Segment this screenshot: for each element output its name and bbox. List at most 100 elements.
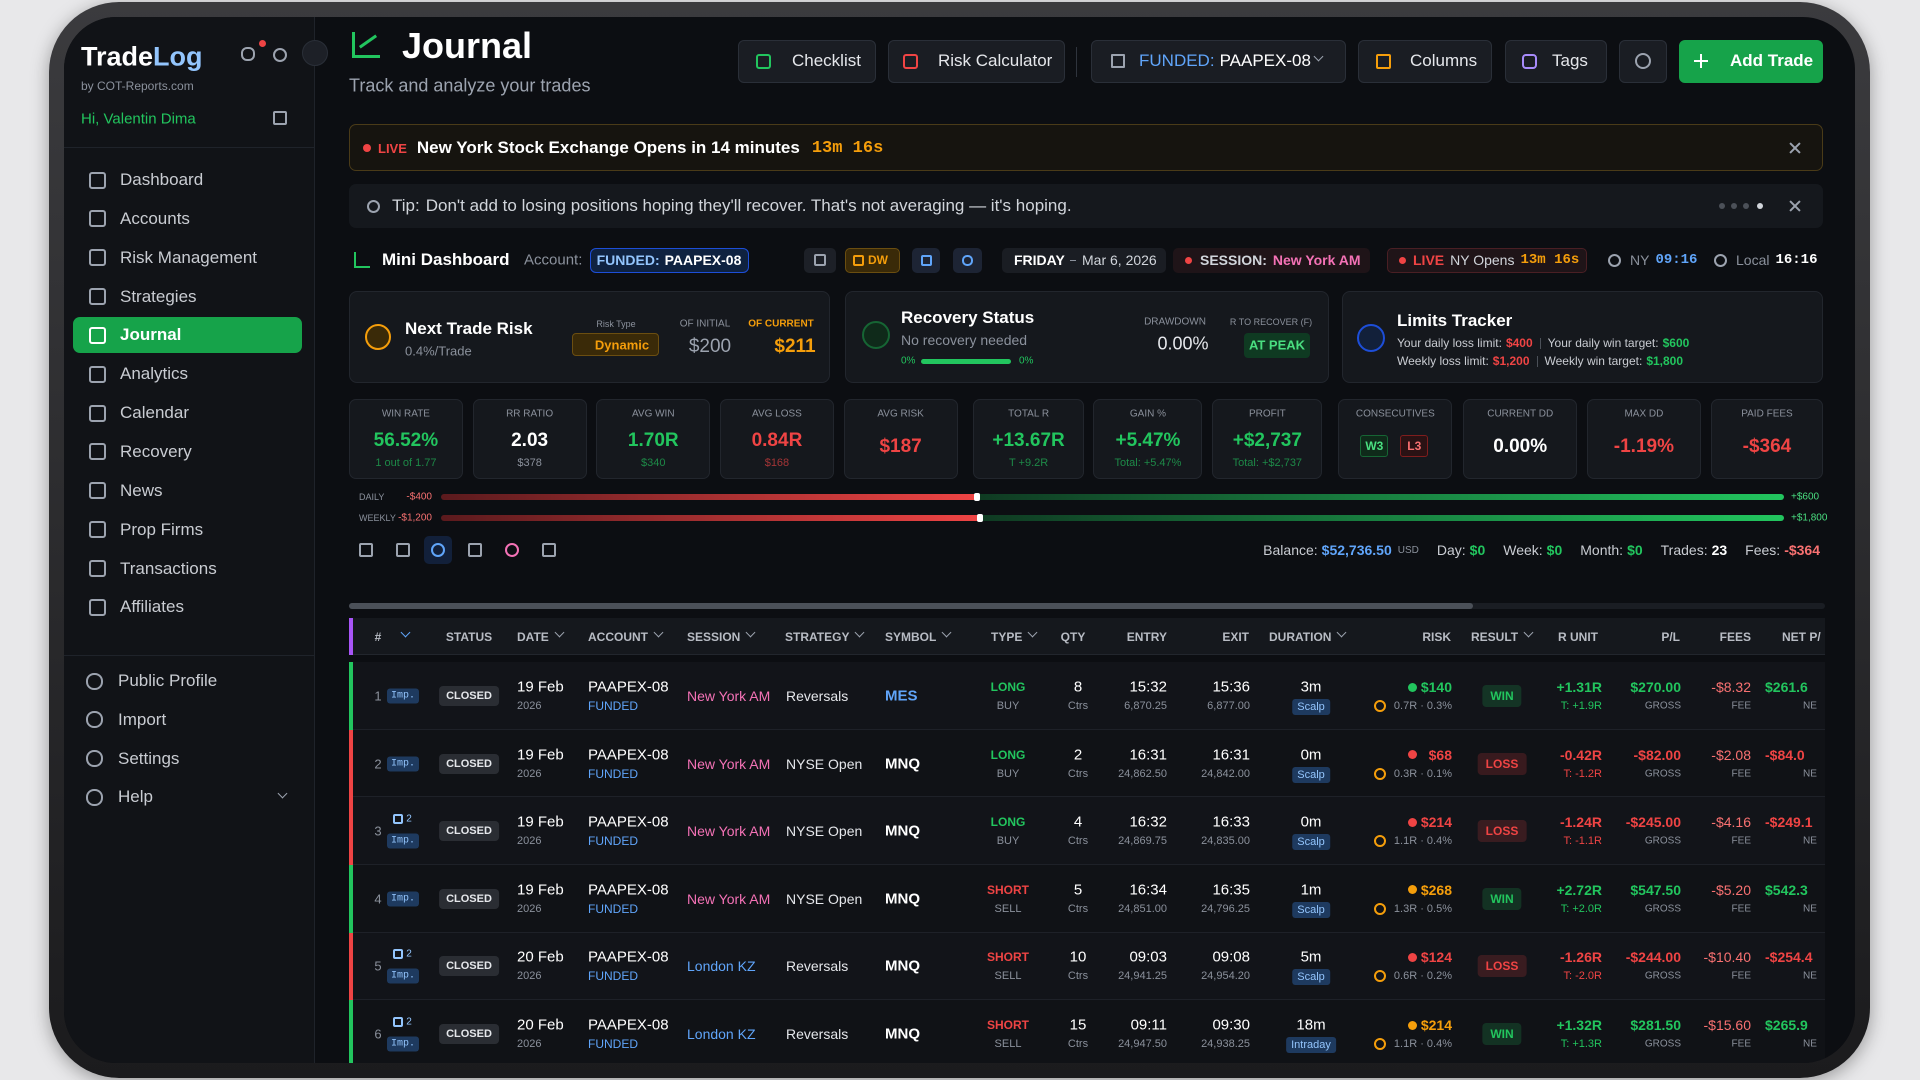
limit-bar-loss [441, 515, 980, 521]
fees-label: FEE [1731, 700, 1751, 712]
net-pl: -$249.1 [1765, 814, 1813, 831]
group-count: 2 [406, 1016, 412, 1028]
nav-item[interactable]: Affiliates [120, 597, 184, 617]
columns-button[interactable] [1358, 40, 1492, 83]
brand-first: Trade [81, 41, 154, 72]
table-row[interactable] [349, 865, 1825, 933]
nav-item[interactable]: Journal [120, 325, 182, 345]
summary: Balance: $52,736.50 USD Day: $0 Week: $0 Month:… [1263, 542, 1820, 558]
icon [1607, 253, 1621, 267]
pin-button[interactable] [912, 248, 940, 273]
stat-label: AVG LOSS [752, 408, 802, 420]
entry-time: 15:32 [1129, 678, 1167, 696]
r-target: T: -1.1R [1563, 835, 1602, 848]
at-peak: AT PEAK [1248, 337, 1306, 353]
checklist-label[interactable]: Checklist [792, 51, 861, 70]
nav-item[interactable]: Help [118, 787, 153, 807]
live-box [1387, 248, 1587, 273]
nav-item[interactable]: Import [118, 709, 167, 729]
column-header[interactable]: SYMBOL [885, 630, 937, 644]
streak-badge [1360, 435, 1389, 457]
column-header[interactable]: TYPE [991, 630, 1023, 644]
nav-item[interactable]: News [120, 480, 163, 500]
card-sub: 0.4%/Trade [405, 343, 472, 359]
session-name: New York AM [1272, 252, 1361, 268]
progress-end: 0% [1019, 355, 1034, 367]
column-header: QTY [1060, 630, 1086, 644]
summary-value: -$364 [1784, 542, 1820, 558]
r-target: T: +1.9R [1560, 700, 1602, 712]
account-filter-text[interactable]: FUNDED: PAAPEX-08 [1139, 51, 1311, 71]
limits-icon [1357, 324, 1385, 352]
live-banner [349, 124, 1823, 171]
nav-item[interactable]: Transactions [120, 558, 217, 578]
row-outcome-bar [349, 865, 353, 933]
column-header[interactable]: DATE [517, 630, 549, 644]
collapse-button[interactable] [302, 40, 328, 66]
icon [88, 326, 106, 344]
risk-calculator-label[interactable]: Risk Calculator [938, 51, 1053, 70]
column-header[interactable]: SESSION [687, 630, 741, 644]
icon [273, 48, 287, 62]
table-row[interactable] [349, 932, 1825, 1001]
nav-item[interactable]: Risk Management [120, 247, 258, 267]
columns-label[interactable]: Columns [1410, 51, 1478, 70]
nav-item[interactable]: Public Profile [118, 671, 218, 690]
checklist-button[interactable] [738, 40, 876, 83]
live-badge: LIVE [378, 140, 407, 156]
column-header: STATUS [445, 630, 493, 644]
trade-action: SELL [994, 970, 1022, 983]
limit-bar-loss [441, 494, 977, 500]
nav-item[interactable]: Dashboard [120, 170, 204, 189]
scroll-thumb[interactable] [349, 603, 1473, 609]
net-pl: $265.9 [1765, 1017, 1808, 1033]
column-header[interactable]: STRATEGY [785, 630, 850, 644]
date: Mar 6, 2026 [1082, 252, 1157, 268]
stat-value: +5.47% [1115, 430, 1181, 451]
stat-label: RR RATIO [506, 408, 554, 420]
result-badge: LOSS [1477, 820, 1527, 843]
nav-item[interactable]: Strategies [120, 286, 197, 306]
column-header[interactable]: RESULT [1471, 630, 1519, 644]
table-row[interactable] [349, 729, 1825, 798]
table-row[interactable] [349, 1000, 1825, 1063]
trade-action: BUY [996, 835, 1020, 848]
account-filter[interactable] [1091, 40, 1346, 83]
net-label: NE [1803, 1038, 1817, 1050]
add-trade-label[interactable]: Add Trade [1730, 51, 1814, 70]
table-row[interactable] [349, 797, 1825, 865]
nav-item[interactable]: Accounts [120, 208, 190, 228]
nav-item[interactable]: Calendar [120, 403, 189, 423]
column-header: EXIT [1222, 630, 1249, 644]
risk-detail: 1.3R · 0.5% [1393, 902, 1452, 915]
qty-unit: Ctrs [1067, 700, 1089, 712]
trade-account: PAAPEX-08 [588, 746, 669, 764]
column-header[interactable]: DURATION [1269, 630, 1332, 644]
nav-item[interactable]: Prop Firms [120, 519, 204, 539]
r-unit: +1.32R [1556, 1017, 1602, 1033]
entry-price: 24,941.25 [1118, 970, 1167, 983]
stat-label: GAIN % [1129, 408, 1167, 420]
layers-button[interactable] [804, 248, 836, 273]
risk-calculator-button[interactable] [888, 40, 1065, 83]
limits-weekly: Weekly loss limit: $1,200 Weekly win targe… [1397, 354, 1683, 368]
column-header[interactable]: ACCOUNT [588, 630, 648, 644]
icon [366, 199, 380, 213]
trade-session: New York AM [687, 688, 771, 704]
dot-icon [1407, 1020, 1417, 1030]
trade-style: Scalp [1292, 834, 1330, 851]
row-outcome-bar [349, 932, 353, 1001]
tags-label[interactable]: Tags [1552, 51, 1588, 70]
nav-item[interactable]: Analytics [120, 364, 189, 384]
entry-price: 6,870.25 [1124, 700, 1167, 712]
initial-value: $200 [688, 336, 732, 357]
icon [1713, 253, 1727, 267]
dw-label[interactable]: DW [868, 253, 888, 267]
trade-strategy: Reversals [786, 688, 849, 704]
nav-item[interactable]: Recovery [120, 441, 192, 461]
nav-item[interactable]: Settings [118, 748, 180, 768]
icon [88, 404, 106, 422]
net-label: NE [1803, 903, 1817, 915]
icon [393, 949, 403, 960]
table-row[interactable] [349, 662, 1825, 730]
